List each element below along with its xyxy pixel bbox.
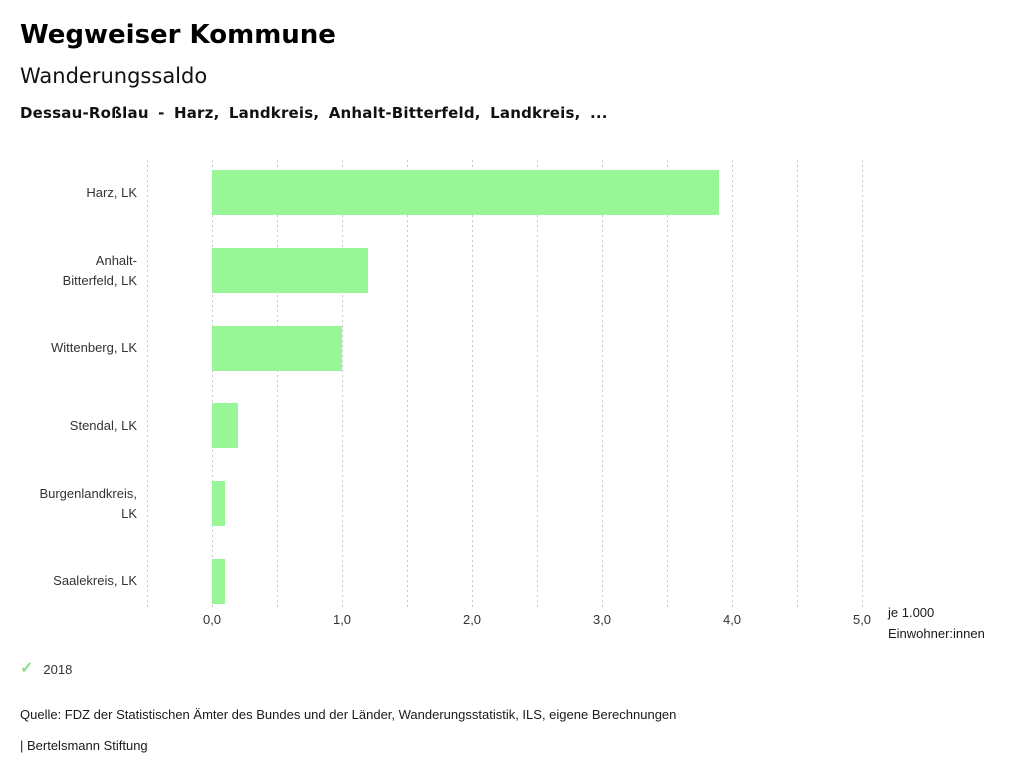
bar-burgenlandkreis-lk[interactable] bbox=[212, 481, 225, 526]
category-label-anhalt-bitterfeld-lk: Anhalt- Bitterfeld, LK bbox=[62, 252, 137, 288]
bar-wittenberg-lk[interactable] bbox=[212, 325, 342, 371]
category-label-wittenberg-lk: Wittenberg, LK bbox=[51, 340, 137, 356]
gridline bbox=[277, 160, 278, 608]
gridline bbox=[537, 160, 538, 608]
x-tick-label: 5,0 bbox=[852, 612, 872, 627]
category-label-saalekreis-lk: Saalekreis, LK bbox=[53, 573, 137, 589]
gridline bbox=[667, 160, 668, 608]
x-tick-label: 1,0 bbox=[332, 612, 352, 627]
x-tick-label: 3,0 bbox=[592, 612, 612, 627]
gridline bbox=[407, 160, 408, 608]
bar-stendal-lk[interactable] bbox=[212, 403, 238, 449]
gridline bbox=[212, 160, 213, 608]
chart-subtitle: Dessau-Roßlau - Harz, Landkreis, Anhalt-… bbox=[20, 104, 608, 122]
legend-label: 2018 bbox=[43, 661, 73, 677]
x-tick-label: 4,0 bbox=[722, 612, 742, 627]
check-icon: ✓ bbox=[20, 660, 34, 677]
category-label-burgenlandkreis-lk: Burgenlandkreis, LK bbox=[39, 485, 137, 521]
category-labels: Harz, LK Anhalt- Bitterfeld, LK Wittenberg… bbox=[0, 154, 137, 620]
x-tick-label: 0,0 bbox=[202, 612, 222, 627]
gridline bbox=[342, 160, 343, 608]
gridline bbox=[862, 160, 863, 608]
gridline bbox=[732, 160, 733, 608]
bar-saalekreis-lk[interactable] bbox=[212, 558, 225, 604]
x-axis-unit-label: je 1.000 Einwohner:innen bbox=[888, 605, 985, 641]
legend-item-2018[interactable]: ✓ 2018 bbox=[20, 661, 72, 677]
x-tick-label: 2,0 bbox=[462, 612, 482, 627]
category-label-stendal-lk: Stendal, LK bbox=[69, 417, 137, 433]
bar-harz-lk[interactable] bbox=[212, 170, 719, 216]
gridline bbox=[472, 160, 473, 608]
plot-area: 0,0 1,0 2,0 3,0 4,0 5,0 bbox=[147, 154, 871, 627]
gridline bbox=[797, 160, 798, 608]
gridline bbox=[147, 160, 148, 608]
bar-anhalt-bitterfeld-lk[interactable] bbox=[212, 248, 368, 293]
category-label-harz-lk: Harz, LK bbox=[86, 184, 137, 200]
chart-title: Wanderungssaldo bbox=[20, 64, 208, 88]
source-text: Quelle: FDZ der Statistischen Ämter des … bbox=[20, 707, 677, 722]
branding-text: | Bertelsmann Stiftung bbox=[20, 738, 148, 753]
gridline bbox=[602, 160, 603, 608]
app-title: Wegweiser Kommune bbox=[20, 20, 336, 50]
